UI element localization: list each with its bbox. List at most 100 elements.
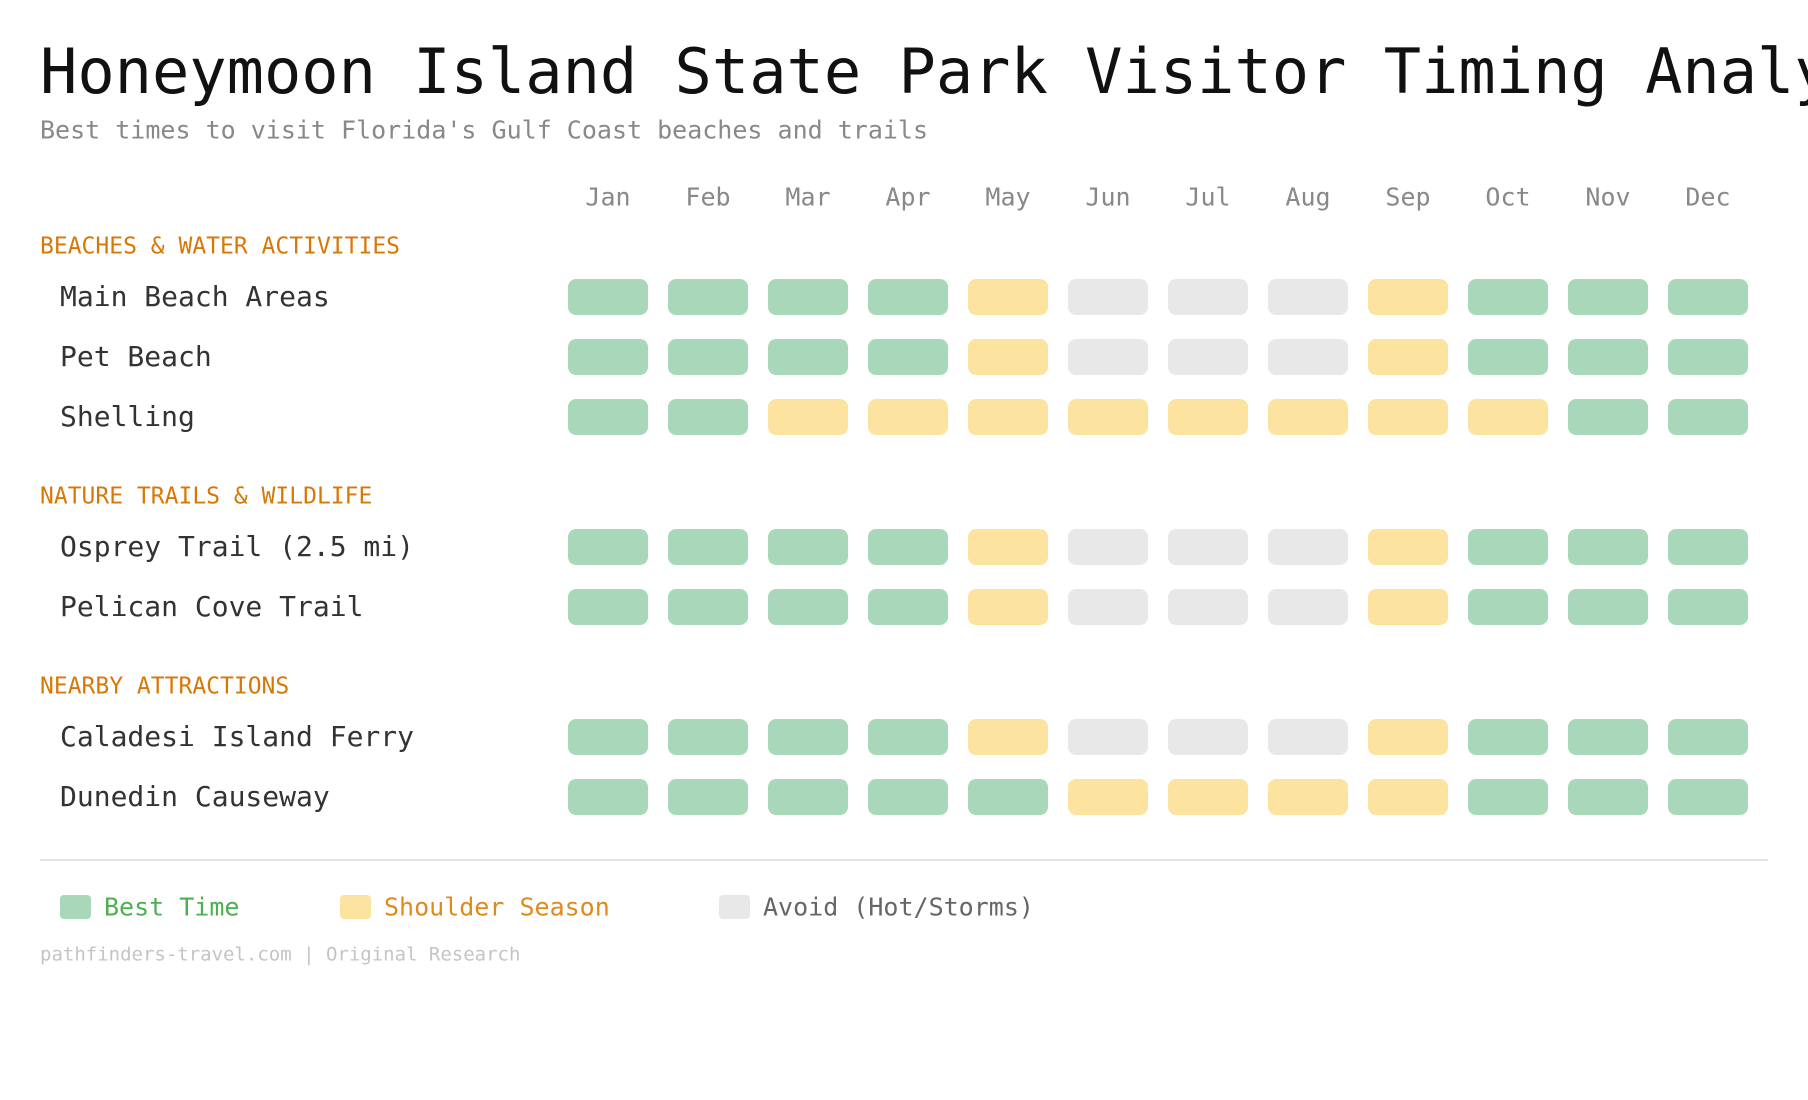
- cell: [1068, 779, 1148, 815]
- cell: [1168, 779, 1248, 815]
- cell: [1168, 339, 1248, 375]
- cell: [768, 589, 848, 625]
- cell: [568, 339, 648, 375]
- cell: [568, 529, 648, 565]
- cell: [1368, 589, 1448, 625]
- cell: [1268, 529, 1348, 565]
- cell: [668, 399, 748, 435]
- cell: [768, 279, 848, 315]
- cell: [1368, 279, 1448, 315]
- cell: [1368, 399, 1448, 435]
- cell: [1168, 589, 1248, 625]
- month-label: Jul: [1185, 182, 1231, 212]
- cell: [1268, 339, 1348, 375]
- month-label: Aug: [1285, 182, 1331, 212]
- cell: [968, 779, 1048, 815]
- row-label: Pet Beach: [60, 340, 212, 373]
- cell: [1168, 529, 1248, 565]
- cell: [768, 529, 848, 565]
- cell: [1068, 279, 1148, 315]
- cell: [1468, 529, 1548, 565]
- cell: [1468, 589, 1548, 625]
- cell: [668, 339, 748, 375]
- row-label: Dunedin Causeway: [60, 780, 330, 813]
- cell: [868, 529, 948, 565]
- cell: [968, 529, 1048, 565]
- cell: [1168, 279, 1248, 315]
- cell: [768, 779, 848, 815]
- cell: [668, 529, 748, 565]
- cell: [1568, 529, 1648, 565]
- row-label: Main Beach Areas: [60, 280, 330, 313]
- cell: [768, 339, 848, 375]
- month-label: Jun: [1085, 182, 1131, 212]
- cell: [1668, 589, 1748, 625]
- cell: [1068, 399, 1148, 435]
- cell: [1368, 779, 1448, 815]
- row-label: Osprey Trail (2.5 mi): [60, 530, 415, 563]
- cell: [868, 279, 948, 315]
- divider: [40, 859, 1768, 861]
- cell: [968, 589, 1048, 625]
- cell: [1668, 339, 1748, 375]
- cell: [1668, 279, 1748, 315]
- cell: [968, 719, 1048, 755]
- cell: [1568, 589, 1648, 625]
- cell: [1568, 339, 1648, 375]
- cell: [1268, 279, 1348, 315]
- title: Honeymoon Island State Park Visitor Timi…: [40, 35, 1808, 108]
- cell: [1468, 279, 1548, 315]
- legend-swatch: [60, 895, 91, 919]
- cell: [568, 719, 648, 755]
- cell: [968, 339, 1048, 375]
- cell: [668, 589, 748, 625]
- cell: [1268, 589, 1348, 625]
- cell: [1468, 779, 1548, 815]
- cell: [1568, 279, 1648, 315]
- cell: [1368, 719, 1448, 755]
- month-label: Jan: [585, 182, 631, 212]
- footer: pathfinders-travel.com | Original Resear…: [40, 943, 521, 966]
- month-label: Mar: [785, 182, 831, 212]
- cell: [868, 399, 948, 435]
- cell: [1468, 719, 1548, 755]
- legend-label: Avoid (Hot/Storms): [763, 892, 1034, 922]
- cell: [868, 779, 948, 815]
- cell: [1068, 529, 1148, 565]
- cell: [1668, 399, 1748, 435]
- cell: [668, 719, 748, 755]
- cell: [1668, 779, 1748, 815]
- month-label: Sep: [1385, 182, 1431, 212]
- month-label: Feb: [685, 182, 731, 212]
- month-label: May: [985, 182, 1031, 212]
- cell: [668, 779, 748, 815]
- cell: [1468, 399, 1548, 435]
- cell: [1068, 719, 1148, 755]
- cell: [568, 589, 648, 625]
- cell: [568, 279, 648, 315]
- cell: [1368, 529, 1448, 565]
- month-label: Apr: [885, 182, 931, 212]
- cell: [868, 339, 948, 375]
- cell: [768, 399, 848, 435]
- subtitle: Best times to visit Florida's Gulf Coast…: [40, 115, 929, 145]
- cell: [968, 279, 1048, 315]
- row-label: Pelican Cove Trail: [60, 590, 364, 623]
- cell: [1368, 339, 1448, 375]
- cell: [768, 719, 848, 755]
- cell: [1168, 399, 1248, 435]
- cell: [568, 399, 648, 435]
- month-label: Nov: [1585, 182, 1631, 212]
- cell: [868, 589, 948, 625]
- cell: [968, 399, 1048, 435]
- section-title: NEARBY ATTRACTIONS: [40, 673, 290, 700]
- row-label: Caladesi Island Ferry: [60, 720, 415, 753]
- month-label: Dec: [1685, 182, 1731, 212]
- cell: [1568, 399, 1648, 435]
- cell: [1268, 719, 1348, 755]
- section-title: BEACHES & WATER ACTIVITIES: [40, 233, 401, 260]
- cell: [1068, 589, 1148, 625]
- cell: [1668, 719, 1748, 755]
- cell: [868, 719, 948, 755]
